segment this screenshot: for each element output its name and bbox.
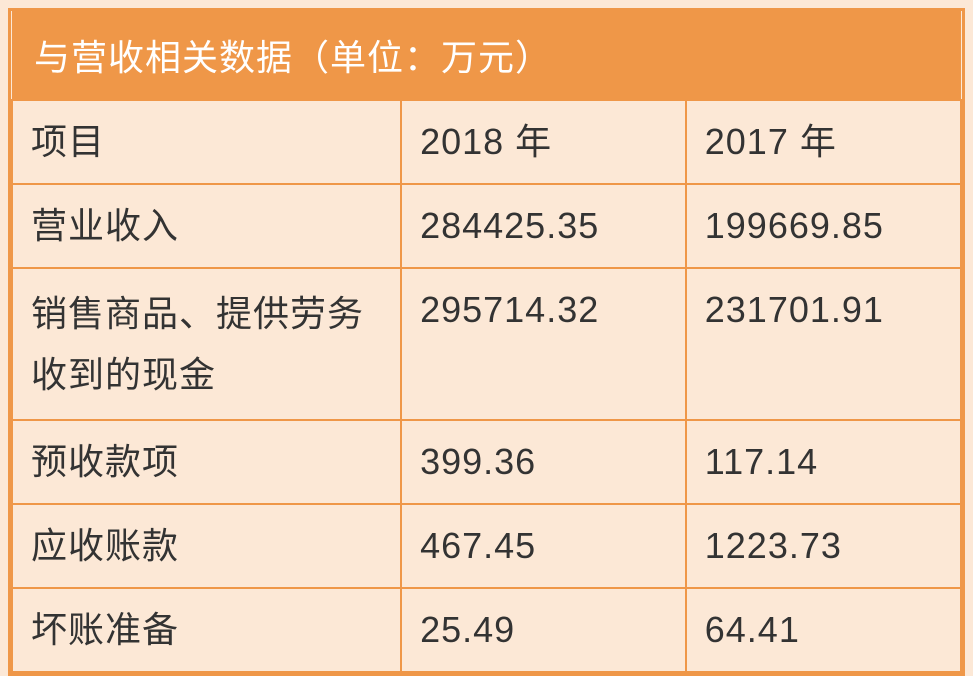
row-item: 销售商品、提供劳务收到的现金 xyxy=(12,268,401,420)
row-2018: 467.45 xyxy=(401,504,686,588)
row-item: 营业收入 xyxy=(12,184,401,268)
table-row: 预收款项 399.36 117.14 xyxy=(12,420,961,504)
header-2017: 2017 年 xyxy=(686,100,961,184)
row-2017: 1223.73 xyxy=(686,504,961,588)
row-item: 应收账款 xyxy=(12,504,401,588)
table-row: 应收账款 467.45 1223.73 xyxy=(12,504,961,588)
row-2017: 199669.85 xyxy=(686,184,961,268)
row-2017: 231701.91 xyxy=(686,268,961,420)
row-2018: 399.36 xyxy=(401,420,686,504)
financial-table-container: 与营收相关数据（单位：万元） 项目 2018 年 2017 年 营业收入 284… xyxy=(8,8,965,676)
row-item: 预收款项 xyxy=(12,420,401,504)
table-row: 销售商品、提供劳务收到的现金 295714.32 231701.91 xyxy=(12,268,961,420)
row-2017: 117.14 xyxy=(686,420,961,504)
table-row: 营业收入 284425.35 199669.85 xyxy=(12,184,961,268)
financial-table: 与营收相关数据（单位：万元） 项目 2018 年 2017 年 营业收入 284… xyxy=(11,11,962,673)
header-item: 项目 xyxy=(12,100,401,184)
row-2018: 295714.32 xyxy=(401,268,686,420)
row-item: 坏账准备 xyxy=(12,588,401,672)
row-2018: 284425.35 xyxy=(401,184,686,268)
title-row: 与营收相关数据（单位：万元） xyxy=(12,11,961,100)
row-2017: 64.41 xyxy=(686,588,961,672)
header-2018: 2018 年 xyxy=(401,100,686,184)
header-row: 项目 2018 年 2017 年 xyxy=(12,100,961,184)
row-2018: 25.49 xyxy=(401,588,686,672)
table-title: 与营收相关数据（单位：万元） xyxy=(12,11,961,100)
table-row: 坏账准备 25.49 64.41 xyxy=(12,588,961,672)
